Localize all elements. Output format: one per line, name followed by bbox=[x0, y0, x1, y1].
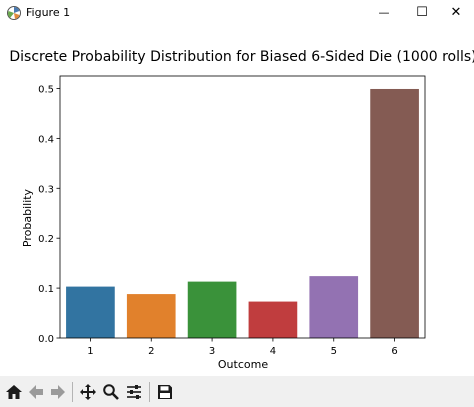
matplotlib-app-icon bbox=[7, 6, 21, 20]
y-tick-label: 0.1 bbox=[38, 284, 54, 295]
arrow-right-icon bbox=[51, 385, 65, 399]
chart-title: Discrete Probability Distribution for Bi… bbox=[9, 49, 474, 65]
y-tick-label: 0.2 bbox=[38, 234, 54, 245]
minimize-icon: — bbox=[378, 5, 390, 19]
pan-button[interactable] bbox=[77, 381, 99, 403]
bar-outcome-2 bbox=[126, 294, 176, 338]
bar-outcome-5 bbox=[309, 276, 359, 338]
bar-outcome-1 bbox=[66, 286, 115, 338]
bar-outcome-6 bbox=[370, 88, 419, 338]
configure-subplots-button[interactable] bbox=[123, 381, 145, 403]
bar-outcome-4 bbox=[248, 301, 298, 338]
window-title: Figure 1 bbox=[26, 6, 71, 19]
y-tick-label: 0.3 bbox=[38, 184, 54, 195]
close-icon: ✕ bbox=[450, 4, 462, 20]
figure-canvas[interactable]: Discrete Probability Distribution for Bi… bbox=[0, 28, 474, 376]
x-tick-label: 2 bbox=[148, 346, 154, 357]
x-tick-label: 3 bbox=[209, 346, 215, 357]
minimize-button[interactable]: — bbox=[366, 0, 402, 24]
x-tick-label: 4 bbox=[270, 346, 276, 357]
y-axis-label: Probability bbox=[21, 188, 34, 247]
close-button[interactable]: ✕ bbox=[438, 0, 474, 24]
y-tick-label: 0.0 bbox=[38, 334, 54, 345]
sliders-icon bbox=[127, 385, 141, 399]
home-button[interactable] bbox=[3, 381, 25, 403]
y-tick-label: 0.4 bbox=[38, 134, 54, 145]
window-titlebar: Figure 1 — ☐ ✕ bbox=[0, 0, 474, 28]
zoom-button[interactable] bbox=[100, 381, 122, 403]
x-tick-label: 5 bbox=[331, 346, 337, 357]
back-button[interactable] bbox=[25, 381, 47, 403]
move-icon bbox=[80, 384, 96, 400]
y-tick-label: 0.5 bbox=[38, 84, 54, 95]
arrow-left-icon bbox=[29, 385, 43, 399]
bar-outcome-3 bbox=[187, 281, 237, 338]
bar-chart: Discrete Probability Distribution for Bi… bbox=[9, 49, 474, 371]
save-button[interactable] bbox=[154, 381, 176, 403]
floppy-disk-icon bbox=[158, 385, 172, 399]
navigation-toolbar bbox=[0, 376, 474, 407]
plot-frame bbox=[59, 75, 426, 339]
x-tick-label: 6 bbox=[391, 346, 397, 357]
forward-button[interactable] bbox=[47, 381, 69, 403]
toolbar-separator bbox=[149, 382, 150, 402]
maximize-button[interactable]: ☐ bbox=[404, 0, 440, 24]
home-icon bbox=[6, 385, 22, 399]
toolbar-separator bbox=[72, 382, 73, 402]
maximize-icon: ☐ bbox=[416, 4, 428, 20]
x-tick-label: 1 bbox=[87, 346, 93, 357]
magnifier-icon bbox=[103, 384, 119, 400]
x-axis-label: Outcome bbox=[218, 358, 268, 371]
